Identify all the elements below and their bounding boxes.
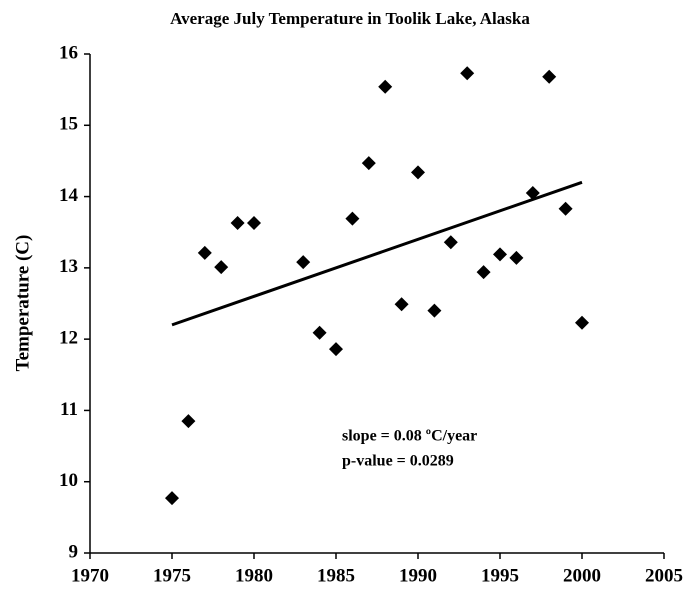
data-point: [575, 315, 589, 330]
y-tick-label: 12: [59, 328, 78, 349]
data-point: [509, 250, 524, 265]
data-point: [394, 297, 409, 312]
x-tick-label: 1990: [399, 565, 437, 586]
x-tick-label: 1970: [71, 565, 109, 586]
data-point: [411, 165, 425, 180]
x-tick-label: 1985: [317, 565, 355, 586]
y-tick-label: 10: [59, 470, 78, 491]
x-tick-label: 2005: [645, 565, 683, 586]
data-point: [558, 201, 573, 216]
data-point: [361, 156, 376, 171]
data-point: [493, 247, 507, 262]
data-point: [312, 325, 327, 340]
y-tick-label: 16: [59, 42, 78, 63]
data-point: [214, 260, 229, 275]
data-point: [247, 215, 261, 230]
data-point: [329, 342, 343, 357]
y-axis-label: Temperature (C): [12, 235, 33, 372]
annotation: p-value = 0.0289: [342, 453, 454, 470]
y-tick-label: 9: [69, 541, 79, 562]
data-point: [197, 245, 212, 260]
data-point: [542, 69, 557, 84]
x-tick-label: 1995: [481, 565, 519, 586]
data-point: [345, 211, 360, 226]
data-point: [181, 414, 196, 429]
y-tick-label: 15: [59, 114, 78, 135]
data-point: [460, 66, 475, 81]
x-tick-label: 1980: [235, 565, 273, 586]
chart-title: Average July Temperature in Toolik Lake,…: [170, 9, 530, 28]
x-tick-label: 2000: [563, 565, 601, 586]
data-point: [378, 79, 393, 94]
data-point: [476, 265, 491, 280]
annotation: slope = 0.08 ºC/year: [342, 428, 477, 445]
y-tick-label: 14: [59, 185, 79, 206]
data-point: [525, 186, 540, 201]
data-point: [443, 235, 458, 250]
data-point: [296, 255, 311, 270]
data-point: [230, 215, 245, 230]
y-tick-label: 11: [60, 399, 78, 420]
trend-line: [171, 180, 583, 327]
x-tick-label: 1975: [153, 565, 191, 586]
y-tick-label: 13: [59, 256, 78, 277]
data-point: [165, 491, 179, 506]
data-point: [427, 303, 442, 318]
